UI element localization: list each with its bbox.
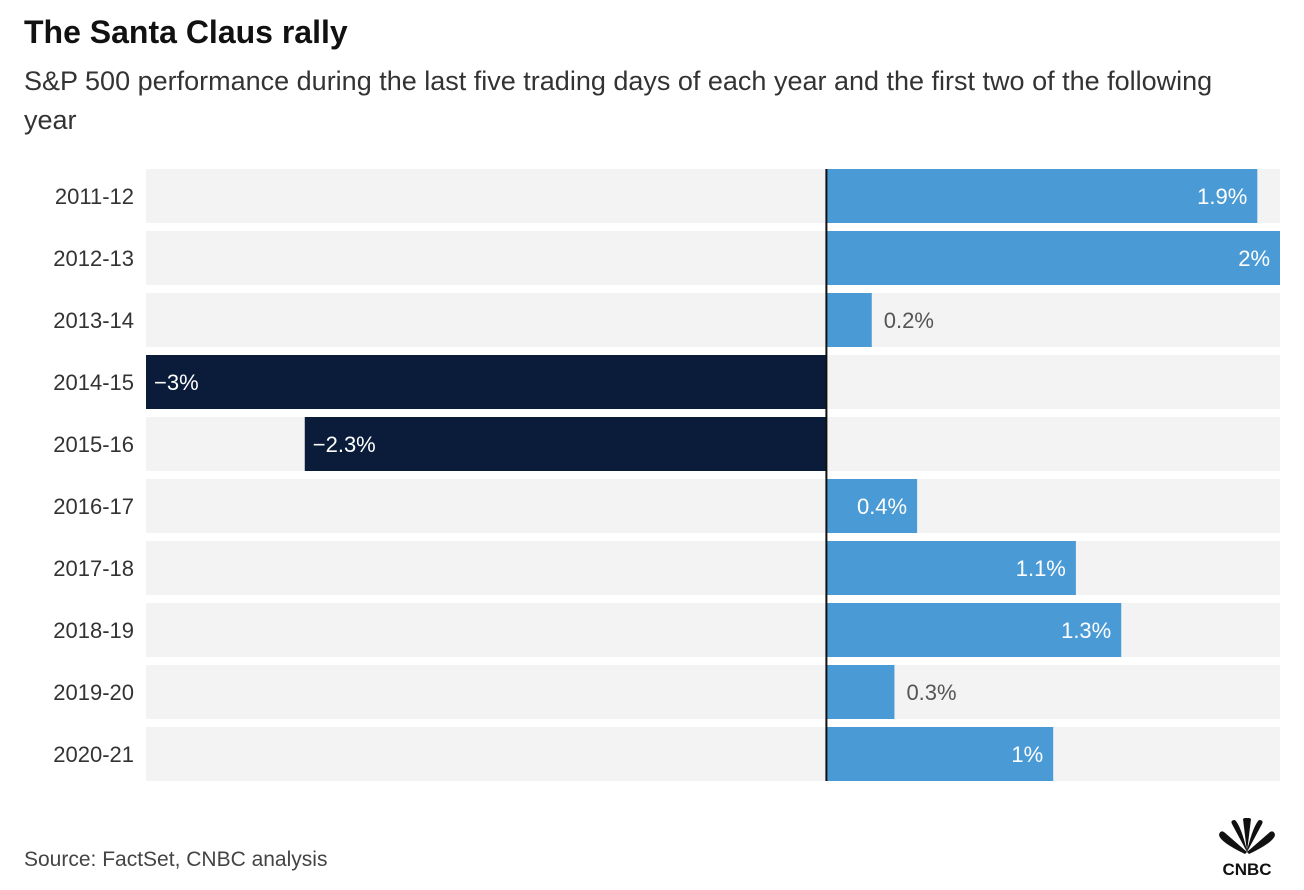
bar-track xyxy=(146,293,1280,347)
data-label: 1.3% xyxy=(1061,618,1111,643)
bar xyxy=(826,665,895,719)
category-label: 2015-16 xyxy=(53,432,134,457)
cnbc-peacock-logo: CNBC xyxy=(1219,818,1275,878)
data-label: 2% xyxy=(1238,246,1270,271)
data-label: 0.3% xyxy=(906,680,956,705)
category-label: 2018-19 xyxy=(53,618,134,643)
category-label: 2014-15 xyxy=(53,370,134,395)
logo-text: CNBC xyxy=(1222,860,1271,878)
data-label: 0.4% xyxy=(857,494,907,519)
source-note: Source: FactSet, CNBC analysis xyxy=(24,848,328,871)
bar xyxy=(826,231,1280,285)
data-label: 1% xyxy=(1011,742,1043,767)
bar xyxy=(826,541,1076,595)
category-label: 2011-12 xyxy=(55,184,134,209)
data-label: −2.3% xyxy=(313,432,376,457)
bar xyxy=(304,417,827,471)
chart-title: The Santa Claus rally xyxy=(24,14,348,50)
category-label: 2017-18 xyxy=(53,556,134,581)
data-label: 1.1% xyxy=(1016,556,1066,581)
bar xyxy=(826,169,1258,223)
bar-track xyxy=(146,727,1280,781)
bar xyxy=(826,603,1122,657)
category-label: 2013-14 xyxy=(53,308,134,333)
category-label: 2020-21 xyxy=(53,742,134,767)
bar xyxy=(826,727,1054,781)
category-label: 2012-13 xyxy=(53,246,134,271)
category-label: 2019-20 xyxy=(53,680,134,705)
bar xyxy=(146,355,827,409)
data-label: −3% xyxy=(154,370,199,395)
data-label: 0.2% xyxy=(884,308,934,333)
bar-track xyxy=(146,665,1280,719)
data-label: 1.9% xyxy=(1197,184,1247,209)
bar-chart: 2011-12 1.9% 2012-13 2% 2013-14 0.2% 2014-15 −3… xyxy=(53,169,1280,781)
category-label: 2016-17 xyxy=(53,494,134,519)
bar-track xyxy=(146,479,1280,533)
bar xyxy=(826,293,872,347)
bar xyxy=(826,479,918,533)
chart-subtitle: S&P 500 performance during the last five… xyxy=(24,66,1213,135)
bar-track xyxy=(146,541,1280,595)
